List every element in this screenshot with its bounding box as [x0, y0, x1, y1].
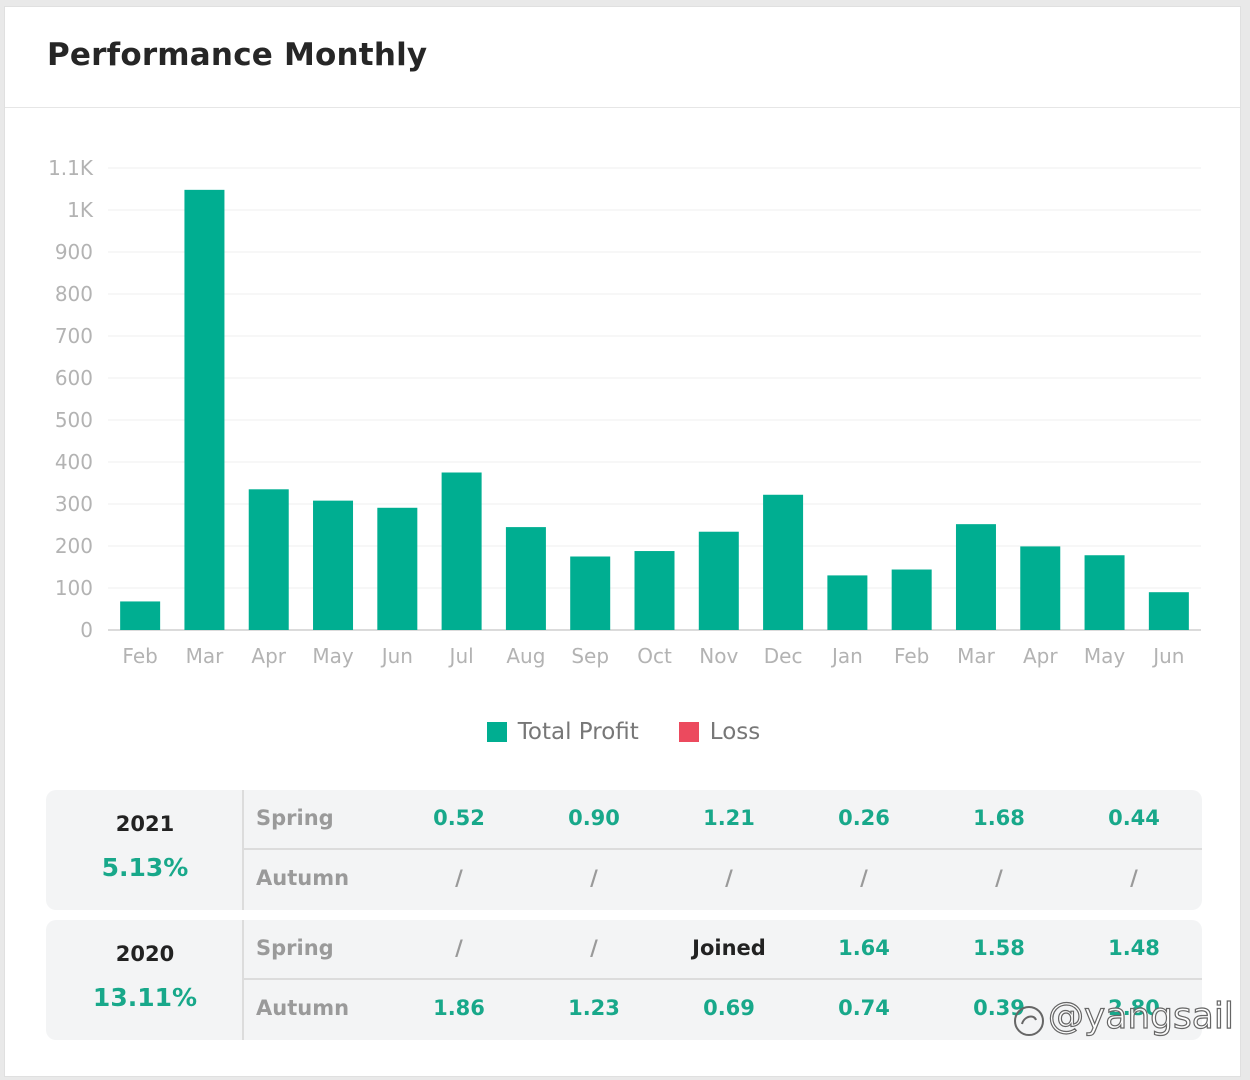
y-tick-label: 100	[55, 576, 93, 600]
x-tick-label: Jun	[1151, 644, 1184, 668]
monthly-value: 1.86	[433, 996, 485, 1020]
y-tick-label: 400	[55, 450, 93, 474]
legend-item-total-profit[interactable]: Total Profit	[486, 719, 639, 745]
bar-total-profit[interactable]	[955, 524, 996, 630]
bar-total-profit[interactable]	[634, 551, 675, 630]
monthly-value: /	[590, 866, 598, 890]
monthly-value: /	[860, 866, 868, 890]
legend-swatch-total-profit	[486, 722, 507, 742]
bar-total-profit[interactable]	[120, 601, 161, 630]
page-title: Performance Monthly	[47, 37, 428, 73]
legend-label-loss: Loss	[709, 719, 761, 745]
x-tick-label: May	[312, 644, 354, 668]
monthly-value: /	[455, 936, 463, 960]
y-tick-label: 200	[55, 534, 93, 558]
y-tick-label: 1K	[67, 198, 94, 222]
y-tick-label: 300	[55, 492, 93, 516]
bar-total-profit[interactable]	[441, 472, 482, 631]
y-tick-label: 700	[55, 324, 93, 348]
monthly-value: 1.68	[973, 806, 1025, 830]
chart-legend: Total Profit Loss	[5, 719, 1242, 745]
season-label: Autumn	[256, 866, 350, 890]
monthly-value: 0.44	[1108, 806, 1160, 830]
bar-total-profit[interactable]	[891, 569, 932, 630]
monthly-value: Joined	[692, 936, 766, 960]
weibo-logo-icon	[1014, 1006, 1044, 1036]
x-tick-label: Nov	[699, 644, 738, 668]
autumn-row: Autumn / / / / / /	[244, 850, 1202, 910]
monthly-value: /	[455, 866, 463, 890]
legend-item-loss[interactable]: Loss	[678, 719, 761, 745]
legend-label-total-profit: Total Profit	[517, 719, 639, 745]
y-tick-label: 500	[55, 408, 93, 432]
x-tick-label: Jan	[830, 644, 863, 668]
season-label: Autumn	[256, 996, 350, 1020]
spring-row: Spring / / Joined 1.64 1.58 1.48	[244, 920, 1202, 980]
x-tick-label: Apr	[251, 644, 286, 668]
x-tick-label: Aug	[506, 644, 545, 668]
bar-total-profit[interactable]	[313, 500, 354, 630]
bar-total-profit[interactable]	[763, 494, 804, 630]
year-total-return: 13.11%	[92, 983, 198, 1012]
monthly-value: /	[725, 866, 733, 890]
bar-total-profit[interactable]	[248, 489, 289, 630]
y-tick-label: 900	[55, 240, 93, 264]
y-tick-label: 1.1K	[48, 156, 94, 180]
season-label: Spring	[256, 936, 334, 960]
monthly-value: /	[1130, 866, 1138, 890]
x-tick-label: Oct	[637, 644, 672, 668]
x-tick-label: Mar	[957, 644, 996, 668]
bar-total-profit[interactable]	[1148, 592, 1189, 630]
monthly-value: 1.64	[838, 936, 890, 960]
x-tick-label: Apr	[1023, 644, 1058, 668]
bar-total-profit[interactable]	[184, 189, 225, 630]
y-tick-label: 0	[80, 618, 93, 642]
monthly-value: 1.48	[1108, 936, 1160, 960]
monthly-value: 2.80	[1108, 996, 1160, 1020]
monthly-value: 1.58	[973, 936, 1025, 960]
monthly-value: 0.52	[433, 806, 485, 830]
year-cell: 2021 5.13%	[46, 790, 244, 910]
x-tick-label: Mar	[186, 644, 225, 668]
year-label: 2020	[115, 942, 175, 966]
season-label: Spring	[256, 806, 334, 830]
year-cell: 2020 13.11%	[46, 920, 244, 1040]
monthly-value: 0.74	[838, 996, 890, 1020]
x-tick-label: Sep	[571, 644, 609, 668]
bar-total-profit[interactable]	[377, 507, 418, 630]
performance-card: Performance Monthly 0 100 200 300 400 500 600 7…	[4, 6, 1241, 1077]
bar-total-profit[interactable]	[505, 527, 546, 630]
performance-block-2021: 2021 5.13% Spring 0.52 0.90 1.21 0.26 1.…	[46, 790, 1202, 910]
legend-swatch-loss	[678, 722, 699, 742]
y-tick-label: 800	[55, 282, 93, 306]
bar-total-profit[interactable]	[827, 575, 868, 630]
monthly-value: /	[590, 936, 598, 960]
x-tick-label: Dec	[764, 644, 803, 668]
bar-total-profit[interactable]	[570, 556, 611, 631]
autumn-row: Autumn 1.86 1.23 0.69 0.74 0.39 2.80	[244, 980, 1202, 1040]
monthly-value: 1.23	[568, 996, 620, 1020]
spring-row: Spring 0.52 0.90 1.21 0.26 1.68 0.44	[244, 790, 1202, 850]
x-tick-label: Jul	[448, 644, 474, 668]
card-header: Performance Monthly	[5, 7, 1240, 108]
watermark-text: @yangsail	[1047, 995, 1234, 1037]
bar-total-profit[interactable]	[1020, 546, 1061, 630]
monthly-value: 0.69	[703, 996, 755, 1020]
monthly-value: 0.90	[568, 806, 620, 830]
bar-total-profit[interactable]	[698, 531, 739, 630]
x-tick-label: Feb	[122, 644, 157, 668]
performance-block-2020: 2020 13.11% Spring / / Joined 1.64 1.58 …	[46, 920, 1202, 1040]
year-label: 2021	[115, 812, 175, 836]
monthly-value: 1.21	[703, 806, 755, 830]
bar-total-profit[interactable]	[1084, 555, 1125, 630]
monthly-value: /	[995, 866, 1003, 890]
monthly-value: 0.26	[838, 806, 890, 830]
x-tick-label: May	[1084, 644, 1126, 668]
y-tick-label: 600	[55, 366, 93, 390]
year-total-return: 5.13%	[101, 853, 189, 882]
x-tick-label: Jun	[380, 644, 413, 668]
bar-chart: 0 100 200 300 400 500 600 700 800 900 1K 1.1K Feb Mar…	[48, 156, 1201, 668]
x-tick-label: Feb	[894, 644, 929, 668]
